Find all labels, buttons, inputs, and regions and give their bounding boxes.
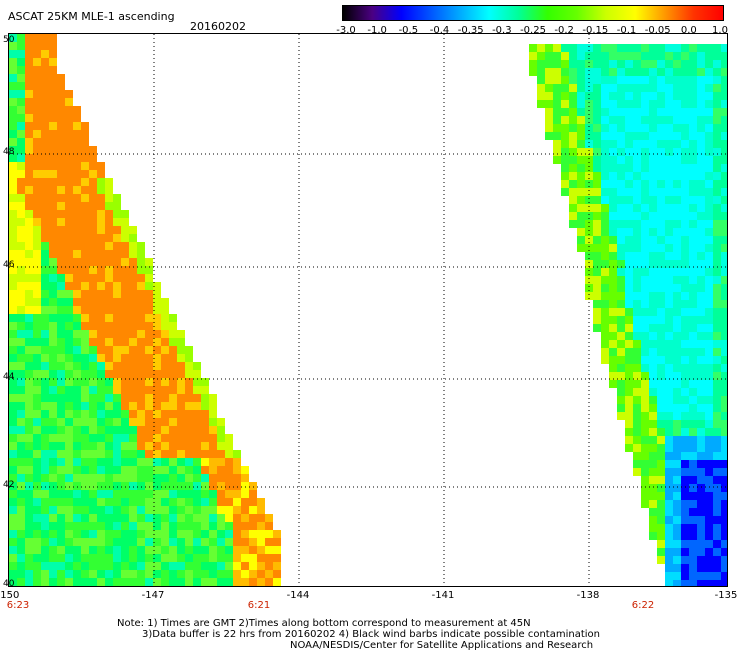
longitude-label: -141	[431, 590, 455, 601]
colorbar-tick-label: 1.0	[712, 25, 728, 36]
longitude-label: -135	[714, 590, 738, 601]
latitude-label: 44	[3, 372, 15, 382]
colorbar-tick-label: -1.0	[367, 25, 387, 36]
note-line-2: 3)Data buffer is 22 hrs from 20160202 4)…	[142, 629, 600, 640]
note-line-3: NOAA/NESDIS/Center for Satellite Applica…	[290, 640, 594, 651]
note-line-1: Note: 1) Times are GMT 2)Times along bot…	[117, 618, 531, 629]
time-label-right: 6:22	[631, 600, 655, 611]
colorbar-tick-label: -0.25	[520, 25, 546, 36]
colorbar-tick-label: -0.3	[492, 25, 512, 36]
latitude-label: 50	[3, 35, 15, 45]
colorbar-tick-label: -0.35	[457, 25, 484, 36]
longitude-label: -150	[0, 590, 20, 601]
longitude-label: -144	[286, 590, 310, 601]
colorbar-tick-label: -0.4	[429, 25, 450, 36]
colorbar-tick-label: -0.15	[582, 25, 609, 36]
colorbar	[342, 5, 724, 21]
map-area	[8, 33, 729, 588]
colorbar-tick-label: -0.2	[554, 25, 574, 36]
latitude-label: 42	[3, 480, 15, 490]
swath-plot	[9, 34, 729, 588]
colorbar-tick-label: 0.0	[680, 25, 697, 36]
latitude-label: 46	[3, 260, 15, 270]
map-date: 20160202	[190, 20, 246, 33]
colorbar-tick-label: -0.1	[616, 25, 637, 36]
longitude-label: -147	[141, 590, 165, 601]
longitude-label: -138	[576, 590, 600, 601]
colorbar-tick-label: -0.05	[644, 25, 671, 36]
map-title: ASCAT 25KM MLE-1 ascending	[8, 10, 175, 23]
latitude-label: 48	[3, 147, 15, 157]
time-label-center: 6:21	[247, 600, 271, 611]
colorbar-tick-label: -0.5	[398, 25, 419, 36]
latitude-label: 40	[3, 579, 15, 589]
colorbar-tick-label: -3.0	[336, 25, 356, 36]
time-label-left: 6:23	[6, 600, 30, 611]
